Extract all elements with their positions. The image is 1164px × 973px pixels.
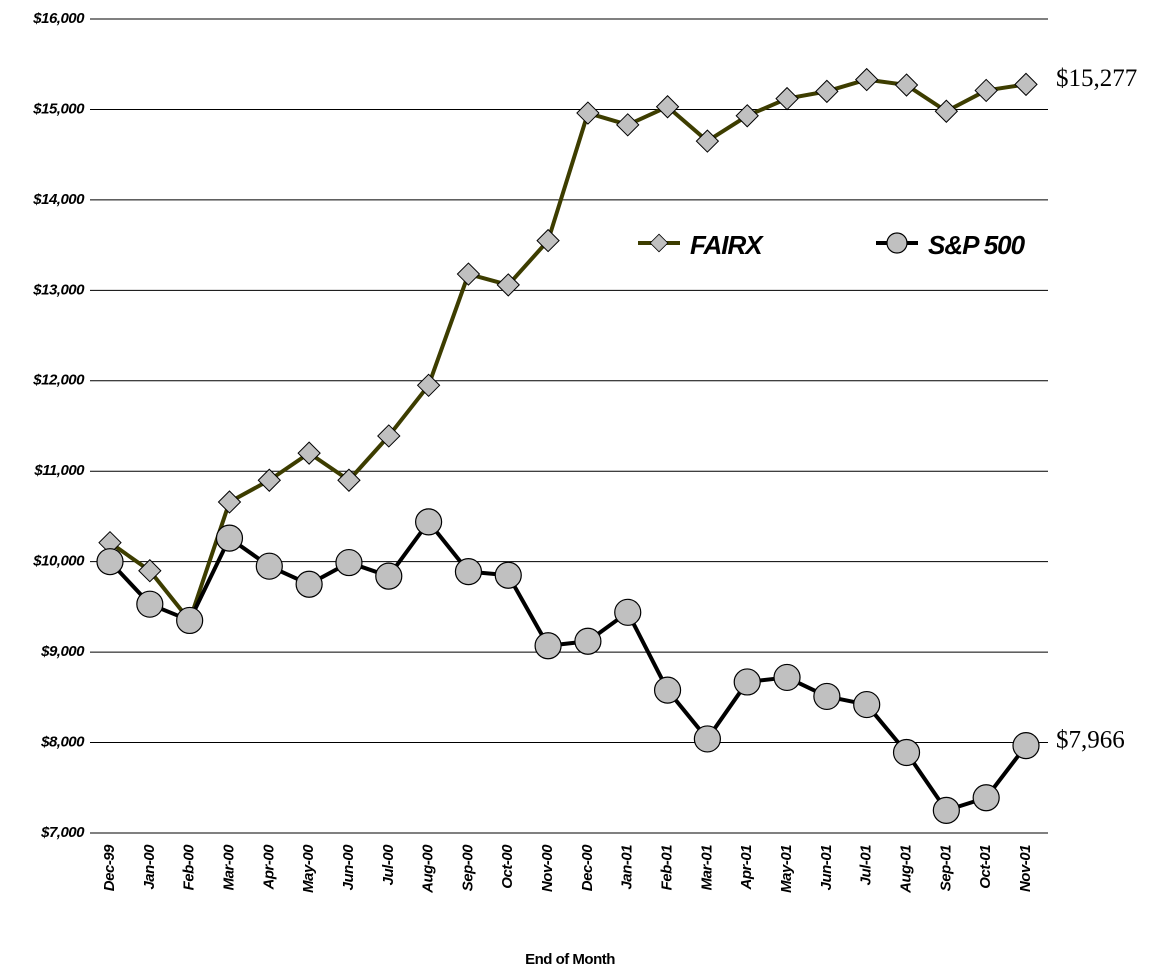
x-tick-label: Oct-01	[977, 845, 994, 889]
x-tick-label: Aug-01	[897, 845, 914, 894]
y-tick-label: $11,000	[33, 462, 85, 479]
data-point	[297, 441, 321, 465]
data-point	[375, 562, 403, 590]
data-point	[215, 524, 244, 552]
data-point	[775, 86, 799, 111]
x-tick-label: May-01	[778, 845, 795, 893]
data-point	[416, 373, 441, 398]
data-point	[616, 113, 640, 137]
y-tick-label: $14,000	[32, 191, 85, 208]
data-point	[574, 627, 602, 655]
x-tick-label: Apr-01	[738, 845, 755, 891]
y-tick-label: $16,000	[32, 10, 85, 27]
x-tick-label: Oct-00	[499, 844, 516, 889]
data-point	[813, 682, 841, 711]
data-point	[614, 598, 642, 626]
x-tick-label: Mar-00	[220, 844, 237, 891]
x-tick-label: Jan-00	[141, 844, 158, 890]
data-point	[773, 663, 801, 692]
data-point	[456, 262, 481, 286]
x-tick-label: Sep-01	[937, 845, 954, 891]
data-point	[217, 490, 242, 514]
data-point	[974, 78, 998, 103]
value-label: $7,966	[1056, 726, 1125, 753]
data-point	[257, 468, 282, 492]
y-tick-label: $9,000	[40, 643, 85, 660]
y-tick-label: $7,000	[40, 824, 85, 841]
y-tick-label: $8,000	[40, 734, 85, 751]
data-point	[854, 67, 879, 92]
data-point	[972, 784, 1000, 812]
legend-marker	[649, 233, 669, 253]
data-point	[136, 590, 164, 618]
data-point	[377, 424, 401, 448]
x-tick-label: Aug-00	[420, 844, 437, 894]
x-tick-label: Dec-00	[579, 844, 596, 891]
data-point	[894, 73, 919, 97]
data-point	[138, 559, 162, 583]
y-tick-label: $12,000	[32, 372, 85, 389]
series-line	[108, 519, 1028, 813]
data-point	[337, 468, 361, 492]
data-point	[892, 738, 921, 767]
data-point	[693, 725, 721, 753]
x-tick-label: Jun-00	[340, 844, 357, 891]
data-point	[576, 101, 600, 125]
data-point	[655, 95, 680, 119]
x-tick-label: Jul-00	[380, 844, 397, 886]
data-point	[454, 558, 483, 586]
x-tick-label: May-00	[300, 844, 317, 893]
data-point	[934, 99, 959, 123]
legend-marker	[886, 232, 908, 254]
legend-label: FAIRX	[690, 230, 764, 260]
data-point	[536, 228, 560, 253]
data-point	[853, 690, 881, 719]
data-point	[295, 570, 323, 598]
x-tick-label: Feb-00	[181, 844, 198, 891]
x-tick-label: Mar-01	[698, 845, 715, 891]
data-point	[335, 548, 363, 577]
x-tick-label: Sep-00	[459, 844, 476, 891]
data-point	[815, 79, 839, 104]
data-point	[494, 561, 522, 589]
x-tick-label: Jul-01	[858, 845, 875, 886]
x-tick-label: Apr-00	[260, 844, 277, 891]
data-point	[932, 796, 960, 824]
x-axis-title: End of Month	[525, 951, 615, 968]
data-point	[255, 552, 283, 580]
x-tick-label: Nov-01	[1017, 845, 1034, 892]
y-tick-label: $10,000	[32, 553, 85, 570]
x-tick-label: Feb-01	[659, 845, 676, 891]
data-point	[653, 676, 682, 704]
data-point	[735, 104, 759, 128]
data-point	[1014, 72, 1038, 97]
data-point	[415, 508, 443, 536]
y-tick-label: $15,000	[32, 100, 85, 117]
legend-label: S&P 500	[928, 230, 1026, 260]
x-tick-label: Jan-01	[619, 845, 636, 890]
data-point	[96, 548, 124, 576]
data-point	[733, 668, 761, 696]
x-tick-label: Dec-99	[101, 844, 118, 891]
data-point	[534, 632, 562, 660]
value-label: $15,277	[1056, 65, 1137, 92]
x-tick-label: Nov-00	[539, 844, 556, 892]
data-point	[1012, 732, 1040, 760]
y-tick-label: $13,000	[32, 281, 85, 298]
series-line	[108, 77, 1027, 623]
data-point	[496, 273, 520, 297]
data-point	[695, 129, 720, 153]
data-point	[176, 606, 204, 635]
x-tick-label: Jun-01	[818, 845, 835, 891]
